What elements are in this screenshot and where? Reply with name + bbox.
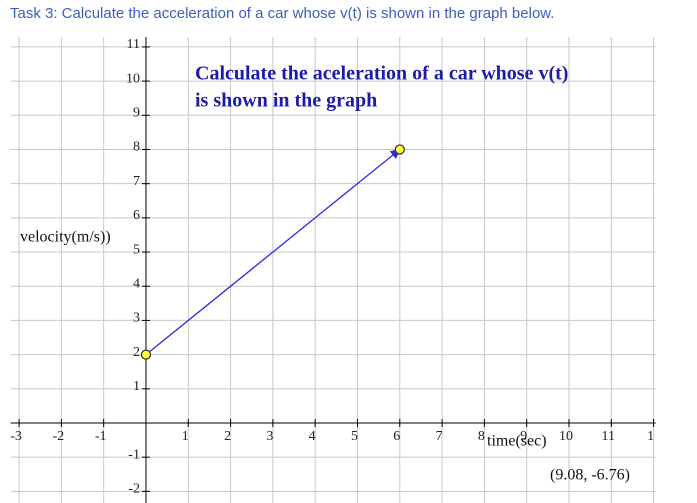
x-tick-label: 1 [647,429,654,444]
x-tick-label: -1 [95,429,107,444]
point [140,349,152,360]
y-tick-label: 10 [126,71,140,86]
x-tick-label: 3 [266,429,273,444]
x-tick-label: -2 [53,429,65,444]
coordinates: (9.08, -6.76) [550,467,630,484]
y-tick-label: 8 [133,140,140,155]
x-tick-label: 9 [520,429,527,444]
y-tick-label: 3 [133,311,140,326]
y-tick-label: 4 [133,276,140,291]
x-tick-label: 10 [559,429,573,444]
annotation: Calculate the aceleration of a car whose… [195,63,568,85]
y-tick-label: 9 [133,106,140,121]
annotation: is shown in the graph [195,90,377,112]
y-tick-label: 11 [126,37,139,52]
x-tick-label: 7 [436,429,443,444]
x-tick-label: 11 [602,429,615,444]
x-axis-label: time(sec) [487,433,547,450]
x-tick-label: -3 [10,429,22,444]
point [394,144,405,155]
y-tick-label: 5 [133,242,140,257]
y-tick-label: 2 [133,345,140,360]
plot: -3 -2 -1 1 2 3 4 5 6 7 8 9 10 11 1-2-11234567891011Cal… [10,37,656,503]
y-tick-label: 1 [133,379,140,394]
x-tick-label: 6 [393,429,400,444]
vector [145,148,401,356]
y-tick-label: -2 [128,482,140,497]
x-tick-label: 4 [309,429,316,444]
x-tick-label: 2 [224,429,231,444]
x-tick-label: 5 [351,429,358,444]
task-title: Task 3: Calculate the acceleration of a … [10,5,554,22]
y-tick-label: 7 [133,174,140,189]
y-axis-label: velocity(m/s)) [20,229,111,246]
y-tick-label: -1 [128,447,140,462]
x-tick-label: 1 [182,429,189,444]
x-tick-label: 8 [478,429,485,444]
y-tick-label: 6 [133,208,140,223]
